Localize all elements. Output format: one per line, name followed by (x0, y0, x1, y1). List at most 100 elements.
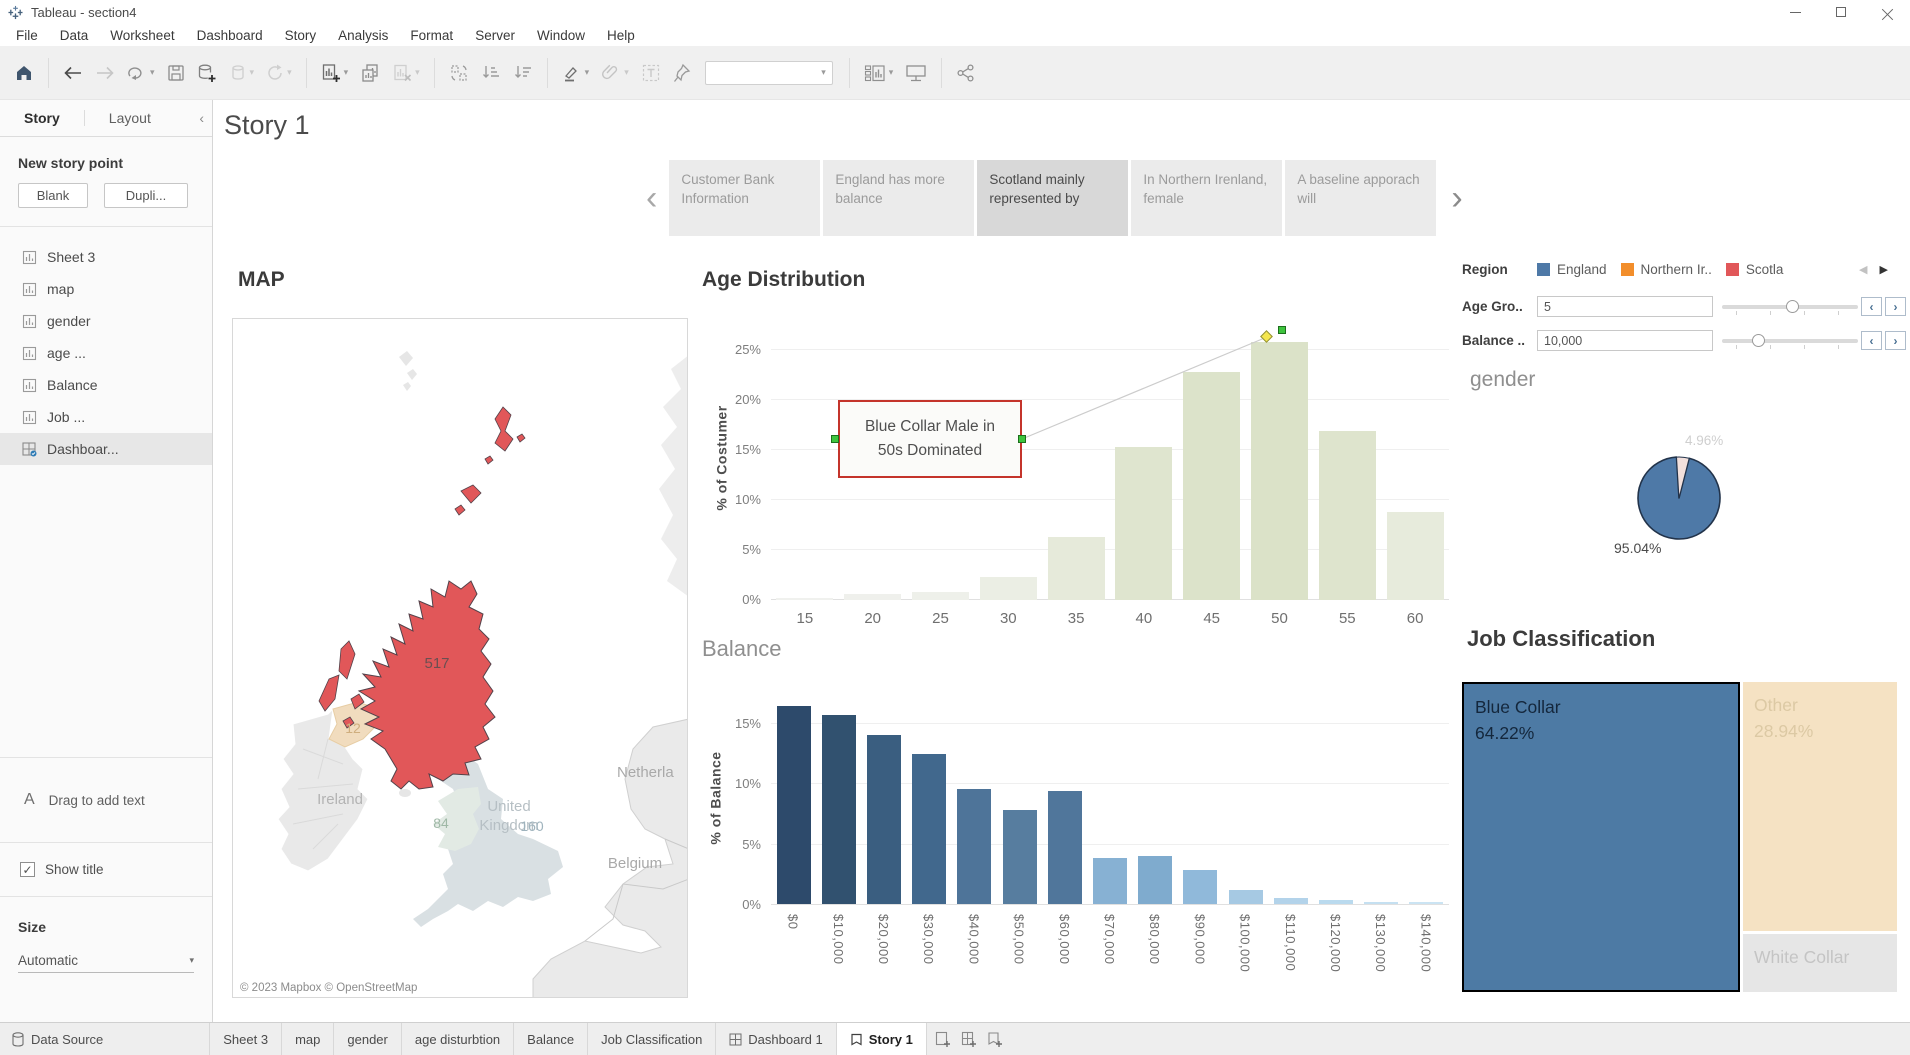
bar-100000[interactable] (1228, 889, 1263, 904)
bottom-tab-job-classification[interactable]: Job Classification (587, 1023, 715, 1055)
bar-15[interactable] (776, 598, 834, 600)
sidebar-sheet-age-[interactable]: age ... (0, 337, 212, 369)
treemap-other[interactable]: Other 28.94% (1743, 682, 1897, 931)
legend-pager-right-icon[interactable]: ▶ (1879, 264, 1888, 276)
bar-90000[interactable] (1183, 870, 1218, 904)
story-caption-3[interactable]: Scotland mainly represented by (977, 160, 1129, 236)
new-worksheet-tab-button[interactable] (931, 1031, 957, 1048)
bottom-tab-balance[interactable]: Balance (513, 1023, 587, 1055)
show-cards-button[interactable]: ▾ (864, 58, 893, 88)
fit-selector[interactable]: ▾ (704, 60, 833, 85)
menu-story[interactable]: Story (284, 27, 317, 43)
bar-50[interactable] (1251, 342, 1308, 600)
story-prev-icon[interactable]: ‹ (646, 179, 658, 217)
refresh-data-source-button[interactable]: ▾ (229, 58, 254, 88)
bar-110000[interactable] (1273, 897, 1308, 904)
new-data-source-button[interactable] (197, 58, 217, 88)
bottom-tab-age-disturbtion[interactable]: age disturbtion (400, 1023, 513, 1055)
treemap-white-collar[interactable]: White Collar (1743, 934, 1897, 992)
age-group-slider[interactable] (1722, 297, 1858, 317)
minimize-button[interactable] (1772, 0, 1818, 24)
bar-20[interactable] (844, 594, 902, 600)
menu-window[interactable]: Window (536, 27, 585, 43)
bar-35[interactable] (1047, 537, 1105, 600)
tab-layout[interactable]: Layout (83, 110, 175, 126)
replay-button[interactable]: ▾ (127, 58, 155, 88)
bar-30[interactable] (979, 577, 1037, 600)
sidebar-sheet-balance[interactable]: Balance (0, 369, 212, 401)
balance-slider-handle[interactable] (1751, 333, 1765, 347)
fix-axes-button[interactable] (673, 58, 691, 88)
home-button[interactable] (14, 58, 34, 88)
redo-button[interactable] (95, 58, 115, 88)
bar-60000[interactable] (1047, 790, 1082, 904)
bar-10000[interactable] (821, 714, 856, 904)
new-story-tab-button[interactable] (983, 1031, 1009, 1048)
data-source-tab[interactable]: Data Source (0, 1023, 117, 1055)
sidebar-sheet-gender[interactable]: gender (0, 305, 212, 337)
legend-pager-left-icon[interactable]: ◀ (1859, 264, 1868, 276)
sidebar-sheet-sheet-3[interactable]: Sheet 3 (0, 241, 212, 273)
text-object-button[interactable] (641, 58, 661, 88)
bottom-tab-sheet-3[interactable]: Sheet 3 (209, 1023, 281, 1055)
age-group-decrement-button[interactable]: ‹ (1861, 297, 1882, 316)
menu-format[interactable]: Format (410, 27, 454, 43)
story-caption-2[interactable]: England has more balance (823, 160, 975, 236)
duplicate-sheet-button[interactable] (360, 58, 380, 88)
save-button[interactable] (167, 58, 185, 88)
maximize-button[interactable] (1818, 0, 1864, 24)
menu-data[interactable]: Data (59, 27, 89, 43)
menu-server[interactable]: Server (475, 27, 515, 43)
blank-button[interactable]: Blank (18, 183, 88, 208)
sidebar-sheet-job-[interactable]: Job ... (0, 401, 212, 433)
duplicate-button[interactable]: Dupli... (104, 183, 188, 208)
undo-button[interactable] (63, 58, 83, 88)
legend-item-northern-ir-[interactable]: Northern Ir.. (1620, 262, 1712, 277)
highlight-button[interactable]: ▾ (562, 58, 589, 88)
bottom-tab-story-1[interactable]: Story 1 (835, 1023, 927, 1055)
drag-to-add-text[interactable]: A Drag to add text (0, 757, 212, 843)
bottom-tab-dashboard-1[interactable]: Dashboard 1 (715, 1023, 835, 1055)
bar-130000[interactable] (1364, 901, 1399, 904)
bar-70000[interactable] (1093, 858, 1127, 904)
age-group-input[interactable]: 5 (1537, 296, 1713, 317)
story-caption-4[interactable]: In Northern Irenland, female (1131, 160, 1283, 236)
annotation-anchor-handle[interactable] (1278, 326, 1286, 334)
story-caption-1[interactable]: Customer Bank Information (669, 160, 821, 236)
balance-decrement-button[interactable]: ‹ (1861, 331, 1882, 350)
tab-story[interactable]: Story (24, 110, 60, 126)
bar-30000[interactable] (912, 754, 947, 904)
new-worksheet-button[interactable]: ▾ (321, 58, 348, 88)
annotation-box[interactable]: Blue Collar Male in 50s Dominated (838, 400, 1022, 478)
refresh-button[interactable]: ▾ (266, 58, 292, 88)
size-dropdown[interactable]: Automatic ▾ (18, 949, 194, 973)
menu-file[interactable]: File (16, 27, 38, 43)
age-group-slider-handle[interactable] (1785, 299, 1799, 313)
bar-0[interactable] (776, 706, 811, 904)
balance-increment-button[interactable]: › (1885, 331, 1906, 350)
treemap-blue-collar[interactable]: Blue Collar 64.22% (1462, 682, 1740, 992)
bottom-tab-gender[interactable]: gender (333, 1023, 400, 1055)
bar-120000[interactable] (1319, 899, 1353, 904)
story-caption-5[interactable]: A baseline apporach will (1285, 160, 1437, 236)
bar-55[interactable] (1318, 431, 1376, 600)
map-view[interactable]: 12 517 Ireland 84 United Kingdom 160 Net… (232, 318, 688, 998)
clear-sheet-button[interactable]: ▾ (392, 58, 420, 88)
sidebar-sheet-dashboar-[interactable]: Dashboar... (0, 433, 212, 465)
sort-ascending-button[interactable] (481, 58, 501, 88)
bar-45[interactable] (1183, 372, 1241, 600)
pie-slice-female[interactable] (1675, 456, 1690, 499)
bar-140000[interactable] (1409, 902, 1444, 904)
menu-analysis[interactable]: Analysis (338, 27, 389, 43)
balance-input[interactable]: 10,000 (1537, 330, 1713, 351)
legend-item-england[interactable]: England (1537, 262, 1607, 277)
age-group-increment-button[interactable]: › (1885, 297, 1906, 316)
balance-slider[interactable] (1722, 331, 1858, 351)
bar-60[interactable] (1386, 512, 1444, 600)
bar-50000[interactable] (1002, 809, 1037, 904)
annotation-handle-right[interactable] (1018, 435, 1026, 443)
sort-descending-button[interactable] (513, 58, 533, 88)
bar-40000[interactable] (957, 789, 992, 904)
sidebar-sheet-map[interactable]: map (0, 273, 212, 305)
bar-20000[interactable] (867, 735, 901, 904)
